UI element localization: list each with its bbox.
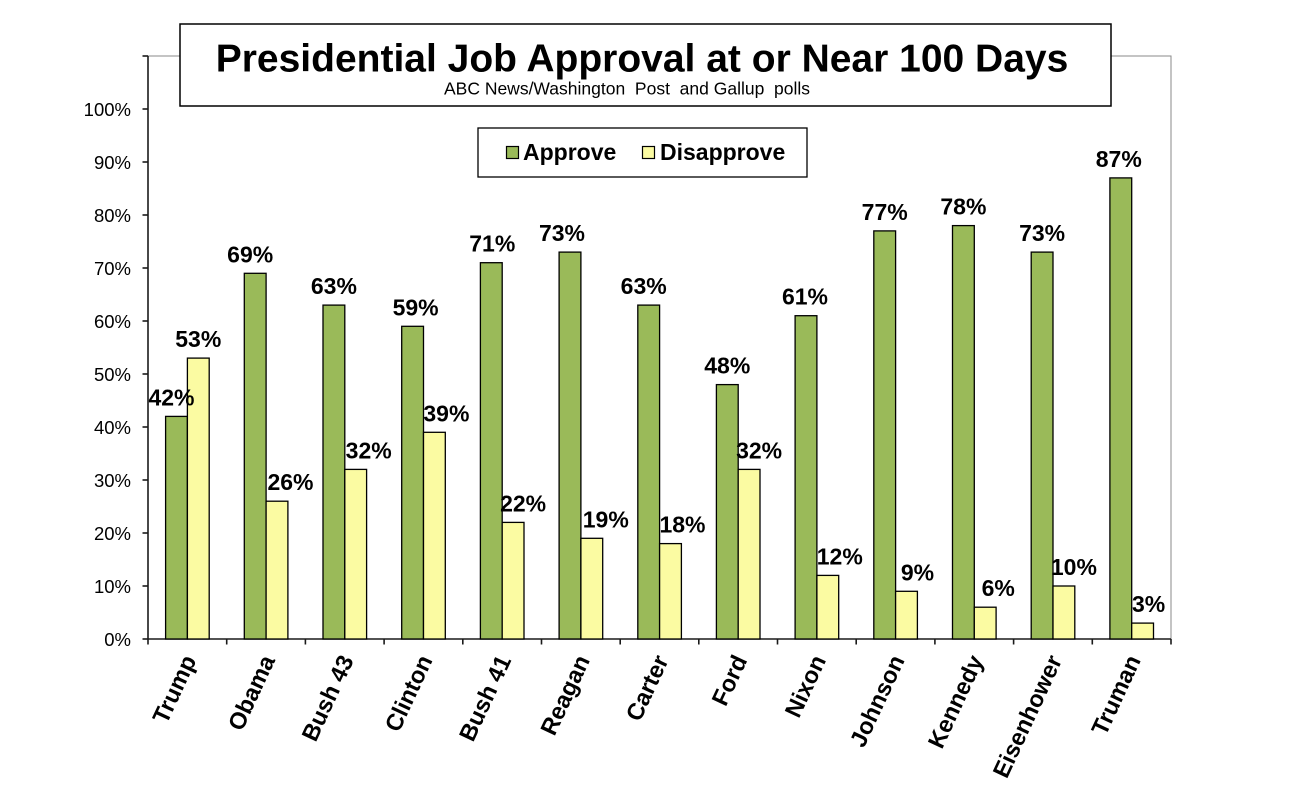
svg-text:39%: 39%	[423, 400, 469, 426]
svg-text:19%: 19%	[583, 506, 629, 532]
svg-text:78%: 78%	[940, 194, 986, 220]
svg-text:60%: 60%	[94, 311, 131, 332]
svg-text:71%: 71%	[469, 231, 515, 257]
svg-text:12%: 12%	[817, 543, 863, 569]
svg-text:73%: 73%	[1019, 220, 1065, 246]
svg-text:6%: 6%	[982, 575, 1015, 601]
svg-text:50%: 50%	[94, 364, 131, 385]
svg-text:9%: 9%	[901, 559, 934, 585]
svg-text:Presidential Job Approval at o: Presidential Job Approval at or Near 100…	[216, 38, 1069, 81]
svg-text:10%: 10%	[1051, 554, 1097, 580]
svg-text:63%: 63%	[621, 273, 667, 299]
svg-text:32%: 32%	[346, 437, 392, 463]
svg-text:80%: 80%	[94, 205, 131, 226]
svg-text:73%: 73%	[539, 220, 585, 246]
svg-text:ABC News/Washington Post and: ABC News/Washington Post and Gallup poll…	[444, 79, 810, 99]
svg-text:30%: 30%	[94, 470, 131, 491]
svg-text:32%: 32%	[736, 437, 782, 463]
svg-text:100%: 100%	[84, 99, 131, 120]
svg-text:3%: 3%	[1132, 591, 1165, 617]
svg-text:20%: 20%	[94, 523, 131, 544]
svg-text:40%: 40%	[94, 417, 131, 438]
svg-text:63%: 63%	[311, 273, 357, 299]
svg-text:48%: 48%	[704, 353, 750, 379]
svg-text:18%: 18%	[659, 512, 705, 538]
svg-text:87%: 87%	[1096, 146, 1142, 172]
svg-text:22%: 22%	[500, 490, 546, 516]
svg-text:Approve: Approve	[523, 139, 616, 165]
svg-text:53%: 53%	[175, 326, 221, 352]
svg-text:10%: 10%	[94, 576, 131, 597]
svg-text:42%: 42%	[148, 384, 194, 410]
svg-text:70%: 70%	[94, 258, 131, 279]
svg-text:0%: 0%	[104, 629, 131, 650]
svg-text:26%: 26%	[267, 469, 313, 495]
svg-text:61%: 61%	[782, 284, 828, 310]
svg-text:77%: 77%	[862, 199, 908, 225]
svg-text:90%: 90%	[94, 152, 131, 173]
svg-text:69%: 69%	[227, 241, 273, 267]
svg-text:59%: 59%	[393, 294, 439, 320]
svg-text:Disapprove: Disapprove	[660, 139, 785, 165]
